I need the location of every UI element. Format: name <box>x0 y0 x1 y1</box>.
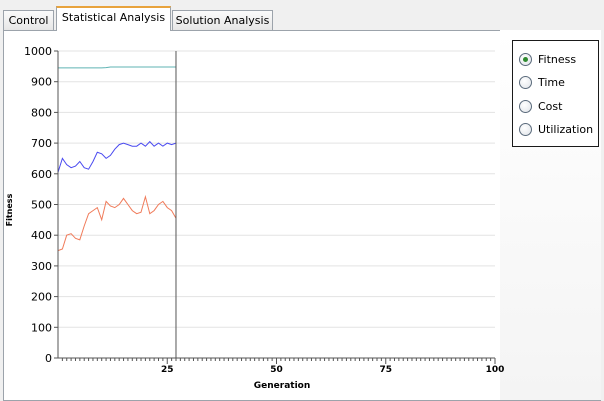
x-tick-label: 100 <box>486 365 505 375</box>
radio-selected-dot <box>523 56 528 62</box>
radio-fitness-label: Fitness <box>538 52 577 66</box>
y-tick-label: 600 <box>31 168 52 181</box>
y-tick-label: 500 <box>31 199 52 212</box>
x-tick-label: 50 <box>270 365 283 375</box>
y-tick-label: 700 <box>31 137 52 150</box>
tab-bar: Control Statistical Analysis Solution An… <box>0 0 604 31</box>
tab-control-label: Control <box>8 14 49 27</box>
y-tick-label: 200 <box>31 291 52 304</box>
radio-time-circle[interactable] <box>519 75 532 89</box>
radio-utilization-label: Utilization <box>538 122 594 136</box>
radio-time-label: Time <box>538 75 565 89</box>
y-axis-ticks: 0 100 200 300 400 500 600 700 800 900 1000 <box>24 45 58 365</box>
radio-time[interactable]: Time <box>519 74 565 90</box>
tab-statistical-analysis-label: Statistical Analysis <box>61 11 166 24</box>
radio-fitness-circle[interactable] <box>519 52 532 66</box>
x-tick-label: 75 <box>379 365 392 375</box>
radio-utilization[interactable]: Utilization <box>519 121 593 137</box>
tab-solution-analysis[interactable]: Solution Analysis <box>172 10 273 30</box>
series-line-2 <box>57 140 177 173</box>
y-axis-label: Fitness <box>5 193 14 226</box>
radio-cost[interactable]: Cost <box>519 98 562 114</box>
tab-solution-analysis-label: Solution Analysis <box>175 14 270 27</box>
x-axis-label: Generation <box>254 381 311 391</box>
y-tick-label: 900 <box>31 76 52 89</box>
radio-fitness[interactable]: Fitness <box>519 51 576 67</box>
radio-cost-circle[interactable] <box>519 99 532 113</box>
x-axis-ticks: 25 50 75 100 <box>61 358 505 375</box>
x-tick-label: 25 <box>161 365 174 375</box>
metric-radio-group: Fitness Time Cost Utilization <box>512 40 599 147</box>
y-tick-label: 1000 <box>24 45 52 58</box>
tab-statistical-analysis[interactable]: Statistical Analysis <box>56 6 171 31</box>
y-tick-label: 800 <box>31 106 52 119</box>
radio-utilization-circle[interactable] <box>519 122 532 136</box>
y-tick-label: 400 <box>31 229 52 242</box>
chart-gridlines <box>58 50 495 328</box>
series-line-3 <box>57 194 177 252</box>
y-tick-label: 0 <box>45 352 52 365</box>
radio-cost-label: Cost <box>538 99 563 113</box>
chart-series <box>57 66 177 252</box>
series-line-1 <box>58 66 176 69</box>
y-tick-label: 300 <box>31 260 52 273</box>
tab-control[interactable]: Control <box>3 10 54 30</box>
y-tick-label: 100 <box>31 321 52 334</box>
